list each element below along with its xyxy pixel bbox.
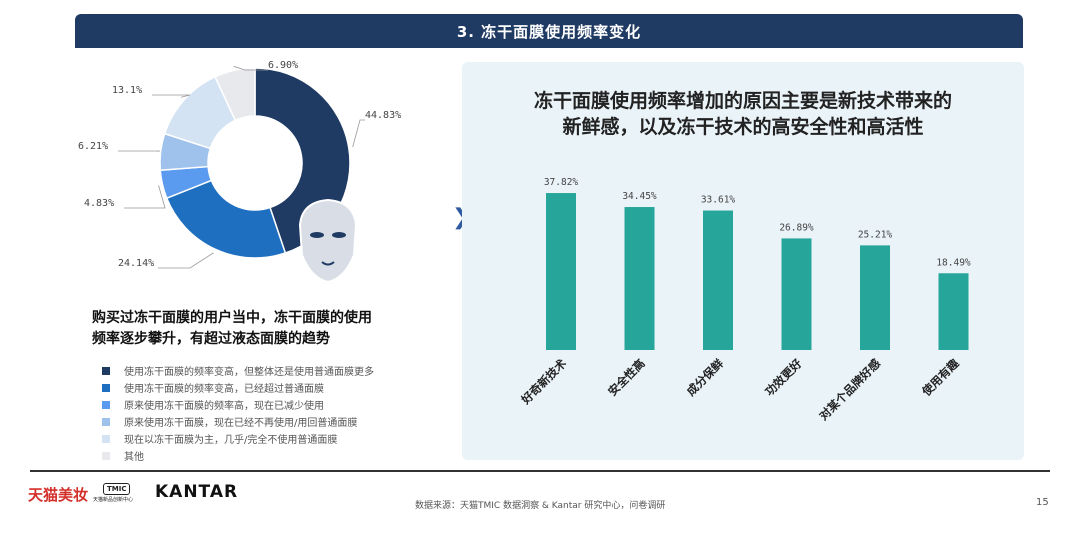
legend-label: 使用冻干面膜的频率变高，但整体还是使用普通面膜更多 bbox=[124, 367, 374, 378]
legend-swatch bbox=[102, 383, 110, 392]
legend-label: 现在以冻干面膜为主，几乎/完全不使用普通面膜 bbox=[124, 435, 338, 446]
panel-headline: 冻干面膜使用频率增加的原因主要是新技术带来的 新鲜感，以及冻干技术的高安全性和高… bbox=[462, 88, 1024, 140]
bar-data-label: 37.82% bbox=[544, 177, 579, 188]
legend-item: 使用冻干面膜的频率变高，但整体还是使用普通面膜更多 bbox=[102, 362, 432, 379]
page-number: 15 bbox=[1036, 497, 1049, 508]
legend-item: 其他 bbox=[102, 447, 432, 464]
donut-data-label: 44.83% bbox=[365, 110, 401, 121]
donut-data-label: 6.21% bbox=[78, 141, 108, 152]
bar bbox=[938, 273, 969, 350]
donut-slice bbox=[165, 179, 287, 259]
legend-swatch bbox=[102, 417, 110, 426]
x-tick-label: 功效更好 bbox=[762, 356, 805, 399]
legend-label: 原来使用冻干面膜，现在已经不再使用/用回普通面膜 bbox=[124, 418, 358, 429]
kantar-logo: KANTAR bbox=[155, 482, 239, 502]
bar-data-label: 25.21% bbox=[858, 229, 893, 240]
donut-legend: 使用冻干面膜的频率变高，但整体还是使用普通面膜更多 使用冻干面膜的频率变高，已经… bbox=[102, 362, 432, 464]
face-mask-icon bbox=[298, 198, 358, 284]
donut-data-label: 24.14% bbox=[118, 258, 154, 269]
leader-line bbox=[124, 185, 166, 209]
panel-headline-line1: 冻干面膜使用频率增加的原因主要是新技术带来的 bbox=[533, 90, 952, 112]
legend-swatch bbox=[102, 434, 110, 443]
bar-data-label: 33.61% bbox=[701, 195, 736, 206]
bar-data-label: 34.45% bbox=[622, 191, 657, 202]
tmic-logo-subtitle: 天猫新品创新中心 bbox=[93, 497, 134, 503]
left-headline-line2: 频率逐步攀升，有超过液态面膜的趋势 bbox=[92, 331, 330, 347]
bar bbox=[860, 245, 890, 350]
bar-data-label: 26.89% bbox=[779, 222, 814, 233]
legend-label: 原来使用冻干面膜的频率高，现在已减少使用 bbox=[124, 401, 324, 412]
left-headline: 购买过冻干面膜的用户当中，冻干面膜的使用 频率逐步攀升，有超过液态面膜的趋势 bbox=[92, 308, 432, 350]
panel-headline-line2: 新鲜感，以及冻干技术的高安全性和高活性 bbox=[562, 116, 924, 138]
x-tick-label: 安全性高 bbox=[605, 356, 647, 398]
bar bbox=[624, 207, 655, 350]
bar bbox=[781, 238, 812, 350]
legend-swatch bbox=[102, 400, 110, 409]
legend-label: 使用冻干面膜的频率变高，已经超过普通面膜 bbox=[124, 384, 324, 395]
legend-item: 使用冻干面膜的频率变高，已经超过普通面膜 bbox=[102, 379, 432, 396]
legend-item: 原来使用冻干面膜的频率高，现在已减少使用 bbox=[102, 396, 432, 413]
reasons-panel: 冻干面膜使用频率增加的原因主要是新技术带来的 新鲜感，以及冻干技术的高安全性和高… bbox=[462, 62, 1024, 460]
leader-line bbox=[233, 65, 268, 71]
bar bbox=[703, 210, 733, 350]
x-tick-label: 对某个品牌好感 bbox=[816, 356, 883, 423]
x-tick-label: 成分保鲜 bbox=[684, 356, 727, 399]
bar-chart: 37.82% 好奇新技术 34.45% 安全性高 33.61% 成分保鲜 26.89% 功效更… bbox=[518, 177, 971, 423]
footer-divider bbox=[30, 470, 1050, 472]
donut-data-label: 13.1% bbox=[112, 85, 142, 96]
data-source-note: 数据来源：天猫TMIC 数据洞察 & Kantar 研究中心，问卷调研 bbox=[415, 501, 666, 511]
page-title: 3. 冻干面膜使用频率变化 bbox=[456, 22, 642, 41]
title-banner: 3. 冻干面膜使用频率变化 bbox=[75, 14, 1023, 48]
leader-line bbox=[352, 119, 365, 148]
legend-item: 原来使用冻干面膜，现在已经不再使用/用回普通面膜 bbox=[102, 413, 432, 430]
left-headline-line1: 购买过冻干面膜的用户当中，冻干面膜的使用 bbox=[92, 310, 372, 326]
bar bbox=[546, 193, 576, 350]
leader-line bbox=[158, 252, 214, 269]
donut-data-label: 6.90% bbox=[268, 60, 298, 71]
tmic-logo: TMIC 天猫新品创新中心 bbox=[93, 483, 145, 505]
tmall-beauty-logo: 天猫美妆 bbox=[28, 486, 89, 504]
x-tick-label: 使用有趣 bbox=[918, 356, 961, 399]
tmic-logo-mark: TMIC bbox=[103, 483, 131, 495]
bar-data-label: 18.49% bbox=[936, 257, 971, 268]
x-tick-label: 好奇新技术 bbox=[518, 356, 570, 408]
legend-swatch bbox=[102, 366, 110, 375]
legend-swatch bbox=[102, 451, 110, 460]
legend-item: 现在以冻干面膜为主，几乎/完全不使用普通面膜 bbox=[102, 430, 432, 447]
donut-chart: 44.83% 24.14% 4.83% 6.21% 13.1% 6.90% bbox=[78, 60, 401, 284]
donut-data-label: 4.83% bbox=[84, 198, 114, 209]
legend-label: 其他 bbox=[124, 452, 144, 463]
leader-line bbox=[152, 94, 191, 98]
donut-slice bbox=[214, 67, 256, 122]
